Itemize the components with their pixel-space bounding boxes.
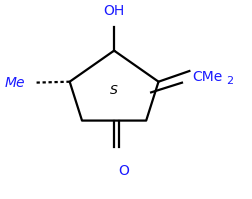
- Text: 2: 2: [226, 76, 233, 86]
- Text: OH: OH: [103, 4, 124, 18]
- Text: O: O: [118, 164, 129, 178]
- Text: Me: Me: [5, 76, 25, 90]
- Text: CMe: CMe: [191, 70, 221, 84]
- Text: S: S: [110, 84, 118, 97]
